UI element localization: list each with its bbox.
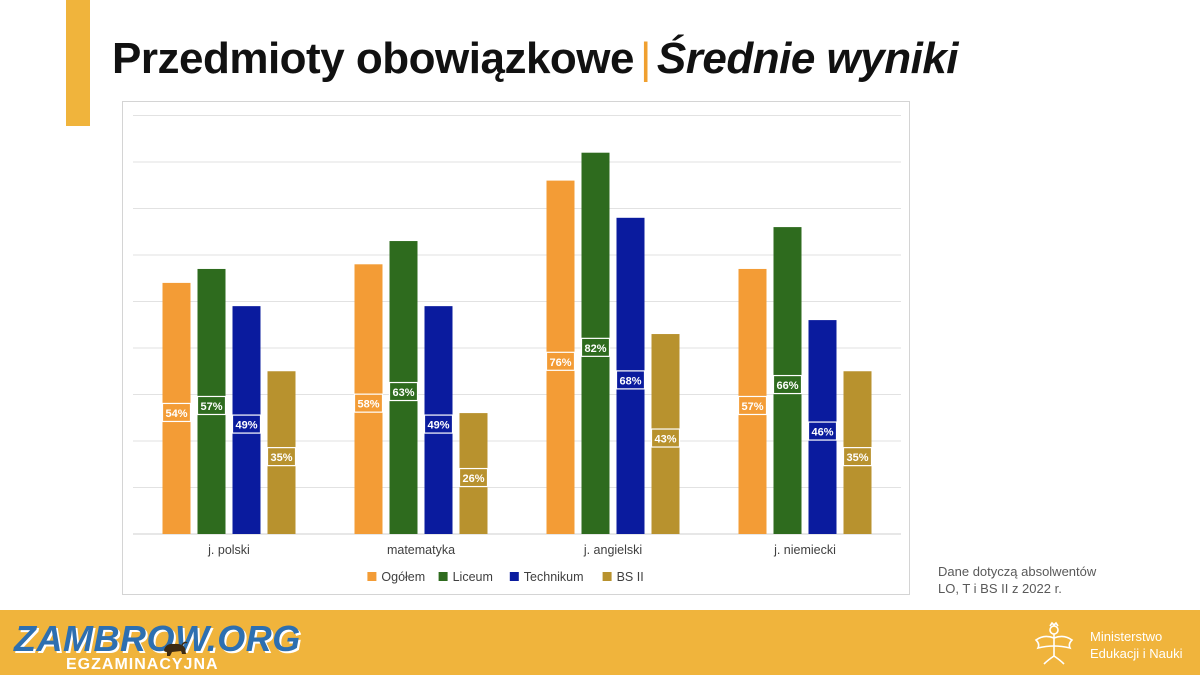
legend-label: Technikum bbox=[524, 570, 584, 584]
data-label-box bbox=[423, 414, 454, 434]
data-label-box bbox=[580, 337, 611, 357]
data-label: 82% bbox=[584, 343, 606, 355]
title-separator: | bbox=[639, 34, 651, 83]
data-label-box bbox=[615, 370, 646, 390]
ministry-logo: Ministerstwo Edukacji i Nauki bbox=[1030, 618, 1200, 670]
footer-bar: ZAMBROW.ORG EGZAMINACYJNA Ministerstwo E… bbox=[0, 610, 1200, 675]
data-label-box bbox=[807, 421, 838, 441]
page-title: Przedmioty obowiązkowe | Średnie wyniki bbox=[112, 34, 959, 84]
legend-label: BS II bbox=[617, 570, 644, 584]
data-label-box bbox=[231, 414, 262, 434]
legend-swatch bbox=[509, 572, 519, 581]
data-label-box bbox=[545, 351, 576, 371]
data-label: 68% bbox=[619, 375, 641, 387]
data-label: 63% bbox=[392, 387, 414, 399]
x-tick-label: matematyka bbox=[387, 543, 455, 557]
data-label-box bbox=[266, 447, 297, 467]
data-note: Dane dotyczą absolwentów LO, T i BS II z… bbox=[938, 563, 1138, 597]
cke-logo: ZAMBROW.ORG EGZAMINACYJNA bbox=[14, 618, 300, 674]
legend-swatch bbox=[602, 572, 612, 581]
data-label: 35% bbox=[846, 452, 868, 464]
data-label: 46% bbox=[811, 427, 833, 439]
bar-chart: 54% 57% 49% 35% j. polski 58% 63% 49% 26% matemat… bbox=[133, 115, 901, 584]
note-line-2: LO, T i BS II z 2022 r. bbox=[938, 581, 1062, 596]
logo-subtext: EGZAMINACYJNA bbox=[66, 656, 219, 673]
data-label: 26% bbox=[462, 473, 484, 485]
watermark-text: ZAMBROW.ORG bbox=[14, 618, 301, 659]
data-label: 66% bbox=[776, 380, 798, 392]
accent-bar bbox=[66, 0, 90, 126]
data-label: 57% bbox=[741, 401, 763, 413]
eagle-icon bbox=[1034, 621, 1074, 665]
data-label: 54% bbox=[165, 408, 187, 420]
data-label: 49% bbox=[235, 420, 257, 432]
ministry-name: Ministerstwo Edukacji i Nauki bbox=[1090, 628, 1183, 662]
data-label: 35% bbox=[270, 452, 292, 464]
data-label: 49% bbox=[427, 420, 449, 432]
data-label: 43% bbox=[654, 434, 676, 446]
data-label-box bbox=[458, 467, 489, 488]
x-tick-label: j. niemiecki bbox=[773, 543, 836, 557]
ministry-line-2: Edukacji i Nauki bbox=[1090, 646, 1183, 661]
data-label: 58% bbox=[357, 399, 379, 411]
legend-swatch bbox=[367, 572, 377, 581]
data-label-box bbox=[772, 374, 803, 395]
legend-label: Liceum bbox=[453, 570, 493, 584]
x-tick-label: j. polski bbox=[207, 543, 250, 557]
data-label: 76% bbox=[549, 357, 571, 369]
data-label-box bbox=[842, 447, 873, 467]
chart-container: 54% 57% 49% 35% j. polski 58% 63% 49% 26% matemat… bbox=[122, 101, 910, 595]
x-tick-label: j. angielski bbox=[583, 543, 642, 557]
data-label-box bbox=[353, 393, 384, 413]
data-label-box bbox=[388, 381, 419, 402]
ministry-line-1: Ministerstwo bbox=[1090, 629, 1163, 644]
data-label-box bbox=[737, 395, 768, 416]
legend-swatch bbox=[438, 572, 448, 581]
data-label-box bbox=[161, 402, 192, 423]
legend-label: Ogółem bbox=[381, 570, 425, 584]
data-label-box bbox=[196, 395, 227, 416]
title-main: Przedmioty obowiązkowe bbox=[112, 34, 634, 83]
note-line-1: Dane dotyczą absolwentów bbox=[938, 564, 1097, 579]
title-subtitle: Średnie wyniki bbox=[656, 34, 959, 83]
bison-icon bbox=[164, 641, 188, 656]
data-label-box bbox=[650, 428, 681, 448]
data-label: 57% bbox=[200, 401, 222, 413]
